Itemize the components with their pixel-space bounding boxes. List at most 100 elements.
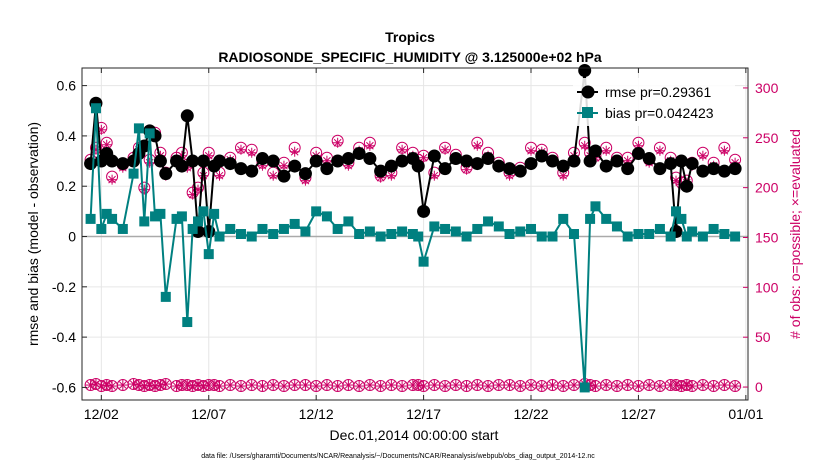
rmse-point bbox=[599, 159, 613, 173]
obs-bottom-point bbox=[632, 380, 645, 393]
obs-bottom-point-star-d2 bbox=[516, 382, 525, 390]
bias-point bbox=[697, 231, 708, 242]
obs-bottom-point-star-d2 bbox=[355, 382, 363, 390]
y-tick-label: -0.4 bbox=[52, 329, 76, 345]
rmse-point bbox=[696, 164, 710, 178]
bias-point bbox=[209, 208, 220, 219]
obs-bottom-point bbox=[417, 380, 430, 393]
bias-point bbox=[590, 201, 601, 212]
obs-bottom-point bbox=[245, 379, 258, 392]
obs-evaluated-point bbox=[332, 137, 343, 148]
rmse-point bbox=[707, 162, 721, 176]
rmse-point bbox=[470, 157, 484, 171]
bias-point bbox=[144, 128, 155, 139]
obs-evaluated-point-star-d2 bbox=[215, 171, 224, 180]
rmse-point bbox=[664, 157, 678, 171]
y-tick-label: -0.2 bbox=[52, 279, 76, 295]
rmse-point bbox=[116, 157, 130, 171]
rmse-point bbox=[610, 154, 624, 168]
legend: rmse pr=0.29361 bias pr=0.042423 bbox=[573, 78, 735, 126]
bias-point bbox=[193, 216, 204, 227]
bias-point bbox=[687, 226, 698, 237]
rmse-point bbox=[153, 154, 167, 168]
bias-point bbox=[311, 206, 322, 217]
obs-evaluated-point bbox=[268, 170, 279, 181]
obs-bottom-point-star-d2 bbox=[570, 381, 578, 389]
x-tick-label: 12/02 bbox=[84, 406, 119, 422]
y-tick-label: 0.2 bbox=[57, 178, 77, 194]
rmse-point bbox=[438, 162, 452, 176]
obs-bottom-point-star-d2 bbox=[656, 382, 664, 390]
obs-evaluated-point-star-d2 bbox=[102, 140, 111, 149]
y-tick-label: 0.4 bbox=[57, 128, 77, 144]
rmse-point bbox=[105, 154, 119, 168]
rmse-point bbox=[680, 179, 694, 193]
obs-bottom-point-star-d2 bbox=[333, 382, 342, 390]
obs-bottom-point bbox=[567, 379, 580, 392]
x-tick-label: 12/17 bbox=[406, 406, 441, 422]
y2-axis-label: # of obs: o=possible; ×=evaluated bbox=[787, 129, 803, 339]
rmse-point bbox=[427, 149, 441, 163]
obs-bottom-point-star-d2 bbox=[247, 381, 256, 389]
rmse-point bbox=[578, 64, 592, 78]
obs-bottom-point bbox=[396, 380, 409, 393]
obs-bottom-point bbox=[385, 379, 398, 392]
bias-point bbox=[332, 223, 343, 234]
rmse-point bbox=[449, 152, 463, 166]
bias-point bbox=[472, 223, 483, 234]
rmse-point bbox=[524, 157, 538, 171]
obs-bottom-point-star-d2 bbox=[613, 382, 621, 390]
rmse-point bbox=[492, 159, 506, 173]
bias-point bbox=[289, 218, 300, 229]
bias-point bbox=[203, 249, 214, 260]
obs-bottom-point-star-d2 bbox=[226, 381, 235, 389]
rmse-point bbox=[186, 154, 200, 168]
obs-evaluated-point bbox=[579, 140, 590, 151]
obs-evaluated-point-star-d2 bbox=[237, 145, 245, 154]
obs-bottom-point-star-d2 bbox=[419, 382, 428, 390]
bias-point bbox=[246, 231, 257, 242]
obs-bottom-point-star-d2 bbox=[548, 381, 557, 389]
obs-bottom-point-star-d2 bbox=[441, 382, 449, 390]
bias-point bbox=[585, 213, 596, 224]
y2-tick-label: 0 bbox=[755, 379, 763, 395]
rmse-point bbox=[642, 152, 656, 166]
y2-tick-label: 300 bbox=[755, 80, 779, 96]
obs-evaluated-point-star-d2 bbox=[199, 171, 208, 180]
obs-evaluated-point bbox=[526, 145, 537, 156]
bias-point bbox=[579, 382, 590, 393]
obs-evaluated-point-star-d2 bbox=[247, 148, 256, 157]
obs-bottom-point bbox=[492, 379, 505, 392]
obs-bottom-point bbox=[696, 379, 709, 392]
obs-bottom-point-star-d2 bbox=[505, 381, 514, 389]
x-tick-label: 12/27 bbox=[621, 406, 656, 422]
bias-point bbox=[429, 221, 440, 232]
y2-tick-label: 100 bbox=[755, 279, 779, 295]
obs-evaluated-point-star-d2 bbox=[290, 147, 299, 156]
obs-evaluated-point bbox=[601, 145, 612, 156]
bias-point bbox=[450, 226, 461, 237]
chart-title: Tropics bbox=[385, 29, 435, 45]
obs-evaluated-point-star-d2 bbox=[419, 153, 428, 162]
bias-point bbox=[257, 223, 268, 234]
obs-bottom-point bbox=[353, 380, 366, 393]
obs-evaluated-point bbox=[235, 144, 246, 155]
rmse-point bbox=[255, 152, 269, 166]
obs-evaluated-point bbox=[278, 160, 289, 171]
obs-bottom-point-star-d2 bbox=[161, 380, 170, 388]
rmse-point bbox=[212, 154, 226, 168]
rmse-point bbox=[588, 144, 602, 158]
obs-bottom-point-star-d2 bbox=[344, 381, 353, 389]
obs-bottom-point-star-d2 bbox=[301, 381, 310, 389]
bias-point bbox=[730, 231, 741, 242]
rmse-point bbox=[331, 154, 345, 168]
rmse-point bbox=[481, 152, 495, 166]
bias-point bbox=[364, 226, 375, 237]
obs-bottom-point bbox=[288, 379, 301, 392]
obs-evaluated-point-star-d2 bbox=[333, 138, 342, 147]
obs-bottom-point-star-d2 bbox=[398, 382, 406, 390]
rmse-point bbox=[363, 152, 377, 166]
bias-point bbox=[150, 211, 161, 222]
rmse-point bbox=[535, 149, 549, 163]
obs-evaluated-point-star-d2 bbox=[462, 165, 471, 174]
